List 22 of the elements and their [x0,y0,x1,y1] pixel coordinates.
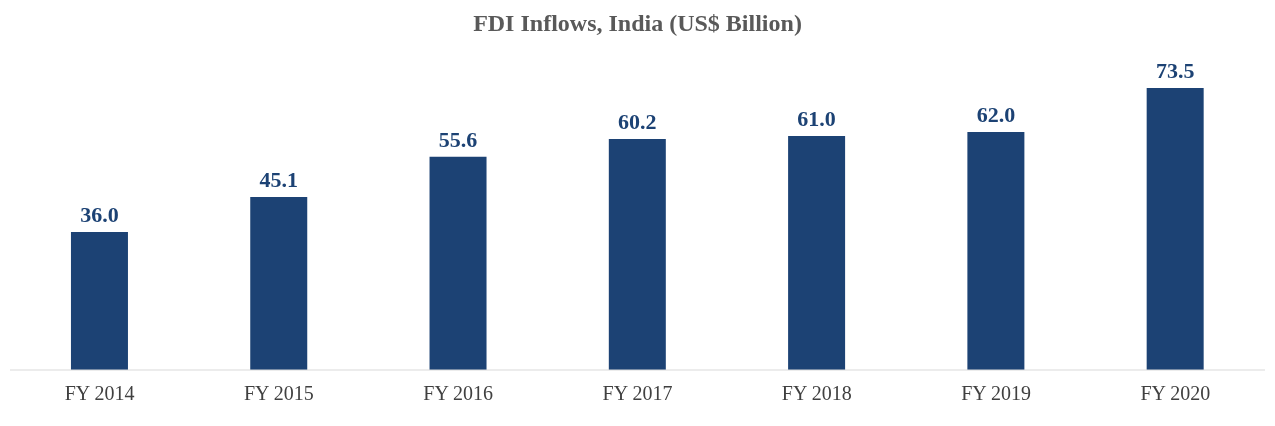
x-tick-label: FY 2019 [961,382,1031,405]
x-tick-label: FY 2015 [244,382,314,405]
bar [788,135,846,370]
x-tick-label: FY 2014 [64,382,135,405]
bar [608,139,666,370]
data-label: 61.0 [797,105,836,131]
data-label: 73.5 [1155,58,1195,83]
data-label: 45.1 [259,166,298,192]
x-tick-label: FY 2020 [1140,382,1211,405]
data-label: 36.0 [80,201,119,227]
data-label: 60.2 [618,109,657,135]
data-label: 62.0 [976,102,1016,128]
data-label: 55.6 [438,126,478,152]
bar [70,231,128,370]
bar [429,156,487,370]
x-tick-label: FY 2018 [781,382,852,405]
x-tick-label: FY 2016 [423,382,494,405]
chart-title: FDI Inflows, India (US$ Billion) [472,9,803,38]
x-tick-label: FY 2017 [602,382,673,405]
bar [967,132,1025,370]
bar [250,196,308,370]
bar [1146,88,1204,370]
